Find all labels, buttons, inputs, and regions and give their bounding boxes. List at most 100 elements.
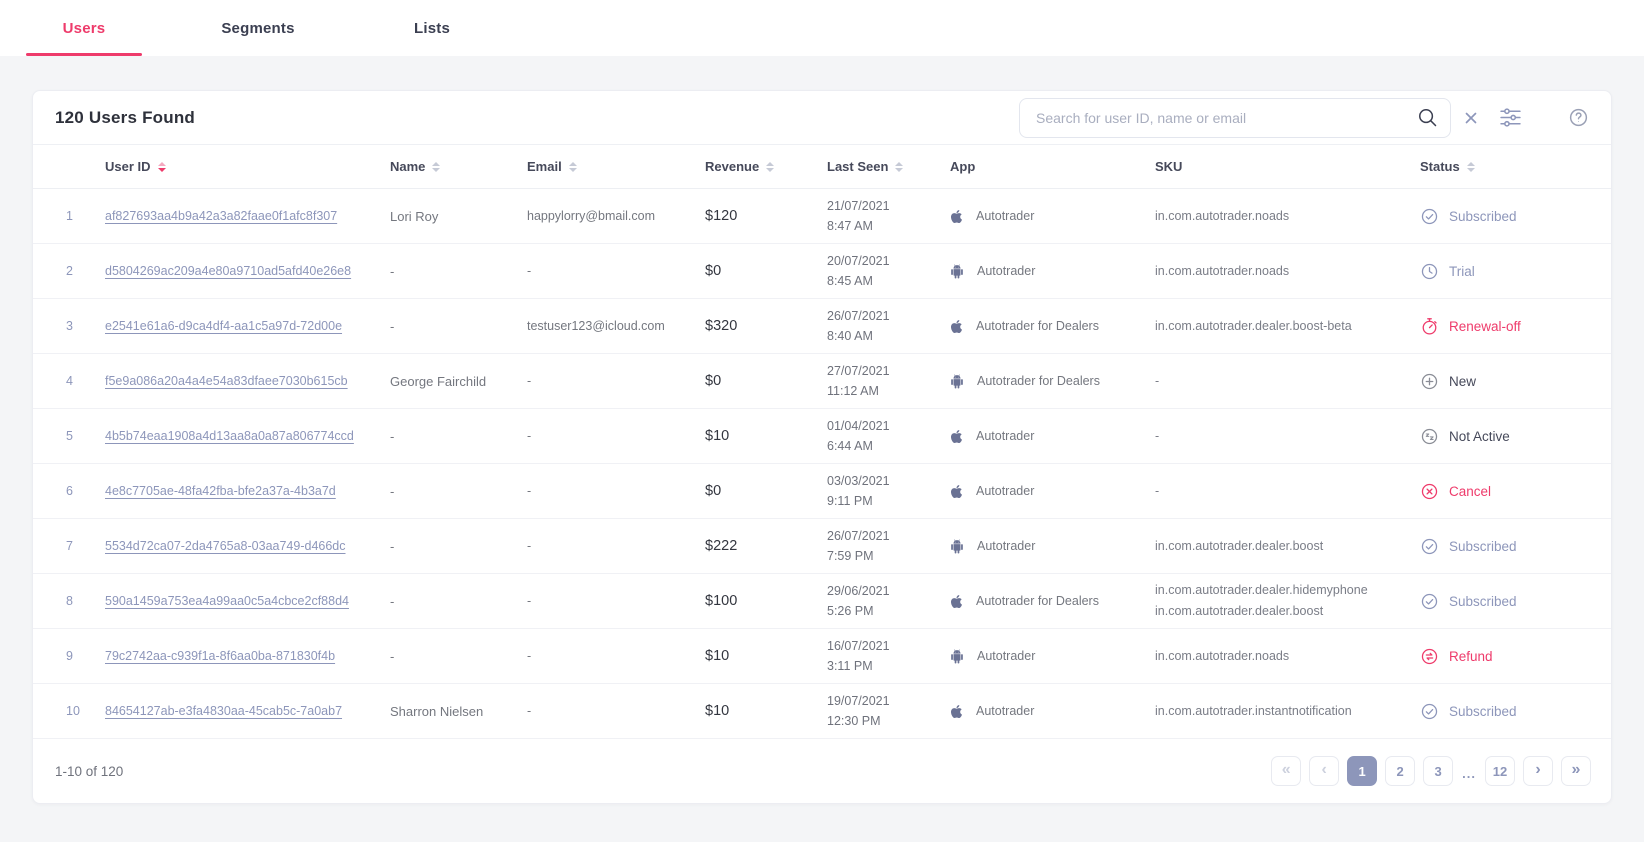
table-row: 9 79c2742aa-c939f1a-8f6aa0ba-871830f4b - - $… (33, 629, 1611, 684)
revenue-cell: $10 (705, 648, 730, 664)
user-id-link[interactable]: 590a1459a753ea4a99aa0c5a4cbce2cf88d4 (105, 594, 349, 608)
last-seen-cell: 26/07/2021 7:59 PM (827, 526, 950, 566)
last-seen-cell: 29/06/2021 5:26 PM (827, 581, 950, 621)
clock-circle-icon (1420, 262, 1439, 281)
revenue-cell: $222 (705, 538, 738, 554)
user-name-cell: - (390, 593, 395, 609)
column-header-user-id[interactable]: User ID (105, 159, 390, 174)
tab-segments[interactable]: Segments (200, 0, 316, 56)
clear-search-icon[interactable] (1465, 112, 1477, 124)
timer-circle-icon (1420, 317, 1439, 336)
apple-icon (950, 319, 963, 334)
table-row: 2 d5804269ac209a4e80a9710ad5afd40e26e8 - - $… (33, 244, 1611, 299)
search-input[interactable] (1034, 108, 1417, 127)
pagination-prev-button[interactable]: ‹ (1309, 756, 1340, 786)
column-header-status[interactable]: Status (1420, 159, 1591, 174)
user-id-link[interactable]: 4b5b74eaa1908a4d13aa8a0a87a806774ccd (105, 429, 354, 443)
app-name: Autotrader (976, 484, 1035, 498)
column-header-last-seen[interactable]: Last Seen (827, 159, 950, 174)
status-label: Subscribed (1449, 208, 1517, 224)
sleep-circle-icon (1420, 427, 1439, 446)
check-circle-icon (1420, 592, 1439, 611)
pagination-ellipsis: ... (1462, 766, 1476, 781)
pagination-next-button[interactable]: › (1523, 756, 1553, 786)
column-header-name[interactable]: Name (390, 159, 527, 174)
sort-arrows-icon (1466, 161, 1475, 172)
sku-cell: in.com.autotrader.dealer.boost-beta (1155, 316, 1420, 337)
app-cell: Autotrader (950, 209, 1155, 224)
last-seen-cell: 01/04/2021 6:44 AM (827, 416, 950, 456)
user-id-link[interactable]: af827693aa4b9a42a3a82faae0f1afc8f307 (105, 209, 338, 223)
tab-users[interactable]: Users (26, 0, 142, 56)
user-email-cell: - (527, 649, 532, 663)
row-index: 5 (66, 429, 73, 443)
last-seen-date: 26/07/2021 (827, 309, 890, 323)
sku-cell: in.com.autotrader.noads (1155, 261, 1420, 282)
apple-icon (950, 429, 963, 444)
pagination-page-12[interactable]: 12 (1485, 756, 1515, 786)
table-body: 1 af827693aa4b9a42a3a82faae0f1afc8f307 Lor… (33, 189, 1611, 739)
row-index: 4 (66, 374, 73, 388)
last-seen-date: 19/07/2021 (827, 694, 890, 708)
user-id-link[interactable]: 5534d72ca07-2da4765a8-03aa749-d466dc (105, 539, 346, 553)
tab-lists[interactable]: Lists (374, 0, 490, 56)
table-row: 1 af827693aa4b9a42a3a82faae0f1afc8f307 Lor… (33, 189, 1611, 244)
app-cell: Autotrader (950, 484, 1155, 499)
user-id-link[interactable]: 84654127ab-e3fa4830aa-45cab5c-7a0ab7 (105, 704, 343, 718)
user-email-cell: - (527, 429, 532, 443)
sku-line: in.com.autotrader.noads (1155, 263, 1290, 278)
user-name-cell: - (390, 483, 395, 499)
column-header-email[interactable]: Email (527, 159, 705, 174)
user-id-link[interactable]: e2541e61a6-d9ca4df4-aa1c5a97d-72d00e (105, 319, 343, 333)
status-badge: Subscribed (1420, 592, 1591, 611)
status-badge: Not Active (1420, 427, 1591, 446)
app-name: Autotrader (976, 704, 1035, 718)
table-row: 6 4e8c7705ae-48fa42fba-bfe2a37a-4b3a7d - - $… (33, 464, 1611, 519)
user-id-cell: e2541e61a6-d9ca4df4-aa1c5a97d-72d00e (105, 317, 390, 335)
user-id-link[interactable]: 79c2742aa-c939f1a-8f6aa0ba-871830f4b (105, 649, 336, 663)
app-cell: Autotrader (950, 264, 1155, 279)
user-name-cell: Lori Roy (390, 208, 439, 224)
app-name: Autotrader (976, 209, 1035, 223)
user-id-cell: af827693aa4b9a42a3a82faae0f1afc8f307 (105, 207, 390, 225)
status-label: Renewal-off (1449, 318, 1521, 334)
revenue-cell: $320 (705, 318, 738, 334)
last-seen-time: 7:59 PM (827, 549, 874, 563)
search-icon[interactable] (1417, 107, 1438, 128)
column-header-revenue[interactable]: Revenue (705, 159, 827, 174)
user-email-cell: - (527, 594, 532, 608)
revenue-cell: $0 (705, 263, 722, 279)
pagination-first-button[interactable]: « (1271, 756, 1302, 786)
check-circle-icon (1420, 537, 1439, 556)
user-id-cell: 4e8c7705ae-48fa42fba-bfe2a37a-4b3a7d (105, 482, 390, 500)
table-row: 3 e2541e61a6-d9ca4df4-aa1c5a97d-72d00e - te… (33, 299, 1611, 354)
pagination-page-1[interactable]: 1 (1347, 756, 1378, 786)
last-seen-date: 03/03/2021 (827, 474, 890, 488)
user-id-link[interactable]: f5e9a086a20a4a4e54a83dfaee7030b615cb (105, 374, 348, 388)
sku-line: - (1155, 483, 1160, 498)
android-icon (950, 539, 964, 554)
last-seen-cell: 03/03/2021 9:11 PM (827, 471, 950, 511)
help-icon[interactable] (1568, 107, 1589, 128)
last-seen-time: 8:40 AM (827, 329, 873, 343)
status-badge: Subscribed (1420, 537, 1591, 556)
status-label: Subscribed (1449, 538, 1517, 554)
search-box[interactable] (1019, 97, 1451, 138)
user-id-cell: 84654127ab-e3fa4830aa-45cab5c-7a0ab7 (105, 702, 390, 720)
filter-sliders-icon[interactable] (1499, 107, 1522, 128)
user-id-link[interactable]: d5804269ac209a4e80a9710ad5afd40e26e8 (105, 264, 352, 278)
app-cell: Autotrader (950, 539, 1155, 554)
refund-circle-icon (1420, 647, 1439, 666)
pagination-last-button[interactable]: » (1561, 756, 1591, 786)
column-label: App (950, 159, 976, 174)
pagination-page-2[interactable]: 2 (1385, 756, 1416, 786)
status-badge: Subscribed (1420, 702, 1591, 721)
pagination-page-3[interactable]: 3 (1423, 756, 1454, 786)
app-cell: Autotrader (950, 429, 1155, 444)
table-footer: 1-10 of 120 «‹ 1 2 3... 12 ›» (33, 739, 1611, 803)
android-icon (950, 649, 964, 664)
user-email-cell: - (527, 539, 532, 553)
sku-line: in.com.autotrader.dealer.boost (1155, 604, 1324, 618)
user-id-link[interactable]: 4e8c7705ae-48fa42fba-bfe2a37a-4b3a7d (105, 484, 336, 498)
status-badge: Refund (1420, 647, 1591, 666)
